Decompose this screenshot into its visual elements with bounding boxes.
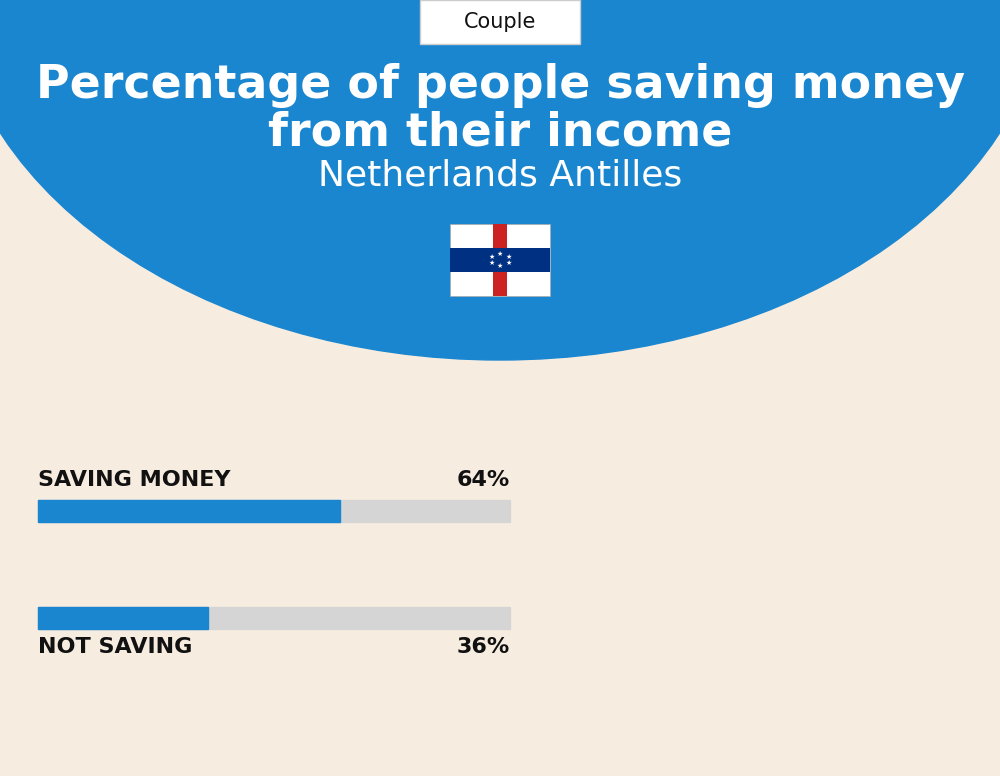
Bar [450,224,550,296]
Text: Percentage of people saving money: Percentage of people saving money [36,63,964,108]
Bar [493,224,507,296]
Text: Couple: Couple [464,12,536,32]
Text: Netherlands Antilles: Netherlands Antilles [318,158,682,192]
Bar [450,248,550,272]
Bar [38,500,340,522]
Text: ★: ★ [506,254,512,260]
Bar [38,607,510,629]
Text: SAVING MONEY: SAVING MONEY [38,470,230,490]
Text: ★: ★ [497,263,503,269]
Text: ★: ★ [488,260,494,266]
FancyBboxPatch shape [420,0,580,44]
Bar [38,500,510,522]
Text: ★: ★ [497,251,503,257]
Text: from their income: from their income [268,110,732,155]
Text: ★: ★ [488,254,494,260]
Text: NOT SAVING: NOT SAVING [38,637,192,657]
Text: 36%: 36% [457,637,510,657]
Bar [38,607,208,629]
Ellipse shape [0,0,1000,360]
Text: ★: ★ [506,260,512,266]
Text: 64%: 64% [457,470,510,490]
